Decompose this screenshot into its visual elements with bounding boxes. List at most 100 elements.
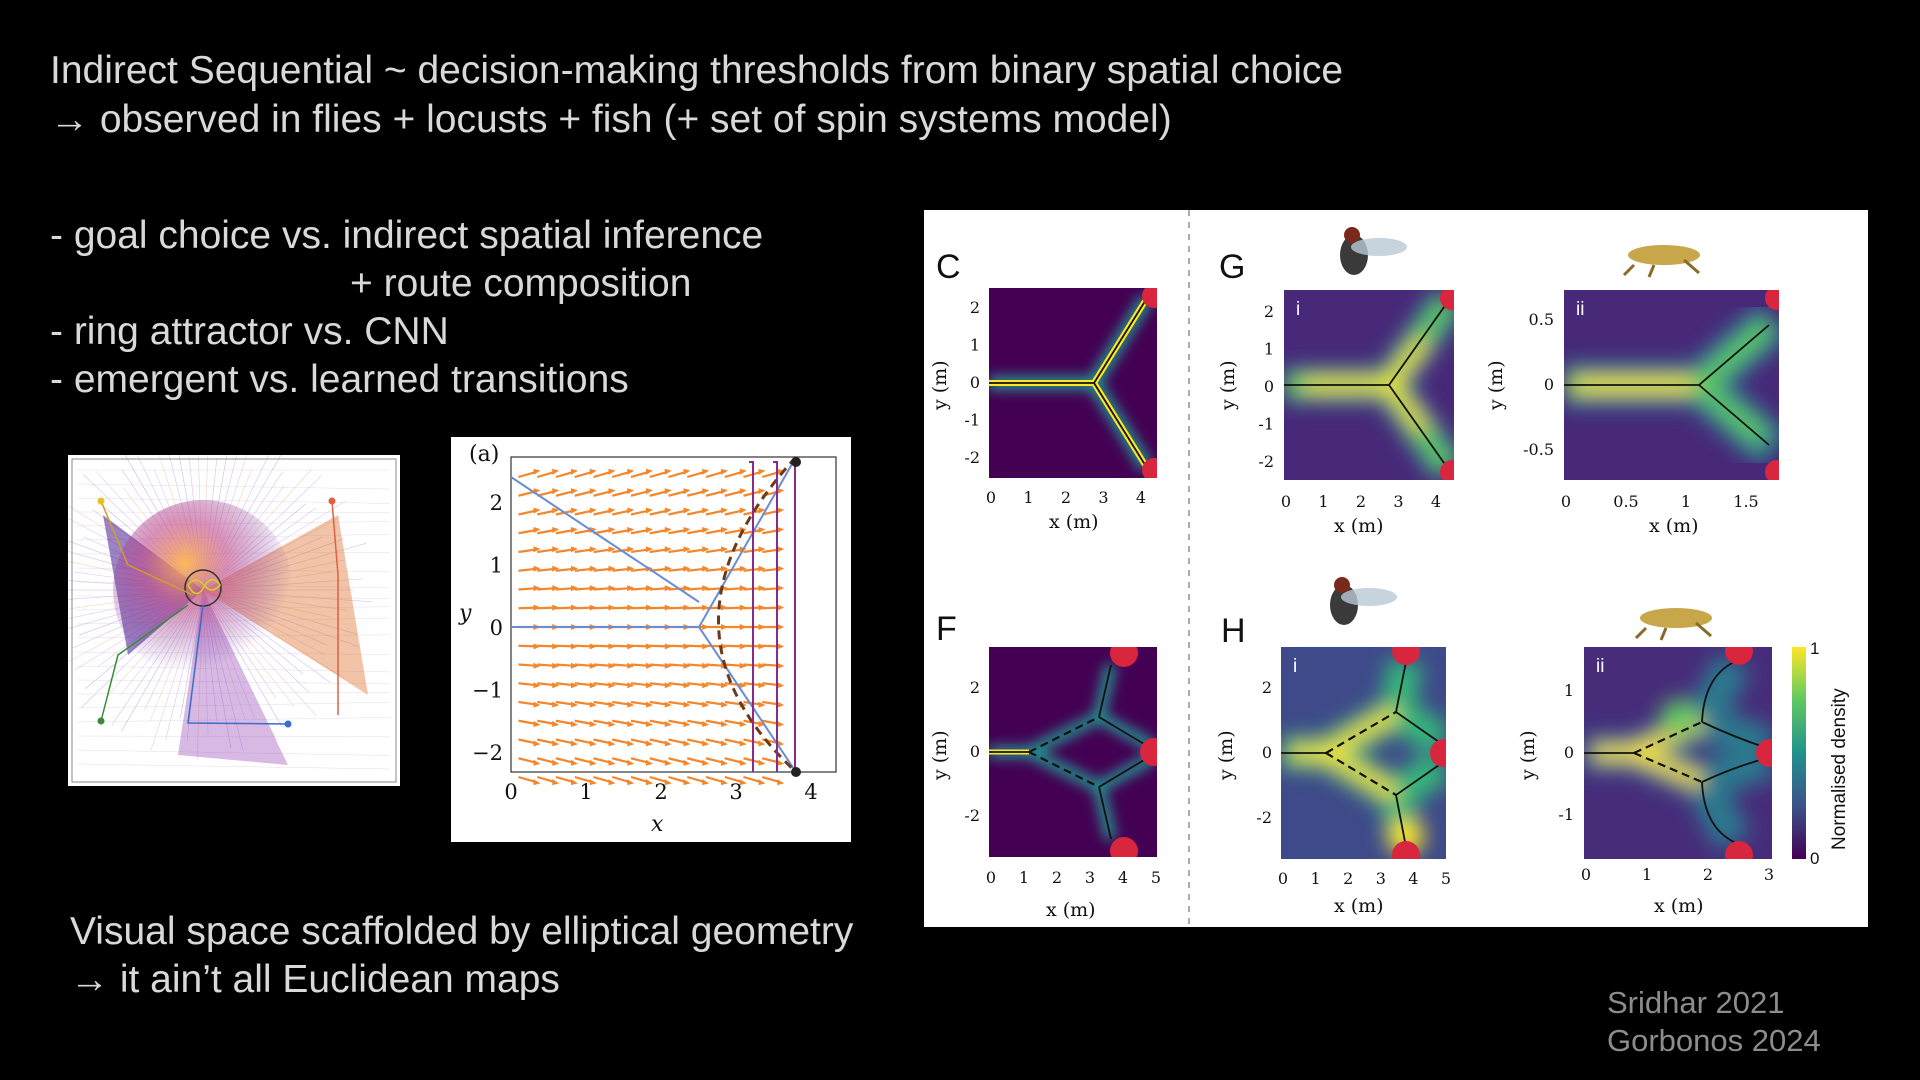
field-arrowhead — [552, 682, 560, 689]
heatmap-F — [989, 647, 1157, 857]
x-tick-label: 0 — [1281, 492, 1291, 511]
panel-Hi-ylabel: y (m) — [1215, 730, 1237, 781]
y-tick-label: 2 — [970, 678, 980, 697]
x-tick-label: 3 — [1764, 865, 1774, 884]
grid-line — [75, 483, 391, 490]
field-arrowhead — [683, 720, 691, 727]
colorbar-label: Normalised density — [1829, 688, 1850, 850]
panel-H: H — [1215, 577, 1850, 917]
field-arrowhead — [702, 488, 710, 495]
field-arrowhead — [758, 585, 766, 592]
x-tick-label: 3 — [1085, 868, 1095, 887]
field-arrowhead — [664, 701, 672, 708]
track-red — [331, 500, 339, 715]
x-tick-label: 0 — [1581, 865, 1591, 884]
x-tick-label: 5 — [1441, 869, 1451, 888]
field-arrowhead — [702, 604, 710, 611]
panel-Hii-sub: ii — [1596, 656, 1604, 677]
x-tick-label: 1 — [579, 780, 592, 804]
field-arrowhead — [721, 468, 728, 475]
y-tick-label: 1 — [1264, 340, 1274, 359]
field-arrowhead — [552, 759, 560, 766]
field-arrowhead — [664, 507, 672, 514]
panel-F-xlabel: x (m) — [1046, 899, 1096, 921]
track-yellow-start — [97, 497, 105, 505]
x-tick-label: 2 — [1703, 865, 1713, 884]
panel-label-C: C — [936, 248, 961, 286]
field-arrowhead — [533, 507, 541, 514]
vector-field-frame — [510, 456, 837, 773]
field-arrowhead — [721, 546, 728, 553]
field-arrowhead — [627, 701, 635, 708]
x-tick-label: 4 — [1431, 492, 1441, 511]
purple-zig-line — [749, 461, 754, 772]
field-arrowhead — [533, 759, 541, 766]
field-arrowhead — [702, 546, 710, 553]
x-tick-label: 0.5 — [1613, 492, 1638, 511]
jitter-path — [187, 578, 221, 595]
field-arrowhead — [589, 507, 597, 514]
field-arrowhead — [683, 507, 691, 514]
field-arrowhead — [627, 759, 635, 766]
x-tick-label: 4 — [1118, 868, 1128, 887]
field-arrowhead — [589, 565, 597, 572]
x-tick-label: 0 — [986, 868, 996, 887]
locust-icon-H — [1634, 608, 1712, 641]
x-tick-label: 3 — [1376, 869, 1386, 888]
bottom-statement: Visual space scaffolded by elliptical ge… — [70, 908, 853, 1004]
field-arrowhead — [608, 643, 616, 650]
heatmap-Hii: ii — [1584, 647, 1772, 859]
trajectory-figure — [35, 425, 400, 786]
y-tick-label: -2 — [1256, 808, 1272, 827]
ellipse-arc — [717, 455, 798, 774]
field-arrowhead — [589, 720, 597, 727]
field-arrowhead — [664, 720, 672, 727]
field-arrowhead — [721, 565, 728, 572]
field-arrowhead — [646, 740, 653, 747]
field-arrowhead — [721, 779, 728, 786]
field-arrowhead — [589, 759, 597, 766]
field-arrowhead — [777, 527, 785, 534]
field-arrowhead — [646, 779, 653, 786]
panel-C-xlabel: x (m) — [1049, 511, 1099, 533]
field-arrowhead — [739, 565, 747, 572]
field-arrowhead — [552, 585, 560, 592]
field-arrowhead — [608, 604, 616, 611]
field-arrowhead — [702, 624, 710, 630]
field-arrowhead — [608, 682, 616, 689]
panel-Gii-sub: ii — [1576, 299, 1584, 320]
y-tick-label: 0 — [490, 616, 503, 640]
field-arrowhead — [627, 682, 635, 689]
field-arrowhead — [777, 701, 785, 708]
blue-diagonal — [510, 476, 700, 603]
panel-C: C 0 1 2 3 4 2 1 0 -1 -2 x (m) y (m) — [929, 248, 1157, 533]
field-arrowhead — [552, 565, 560, 572]
field-arrowhead — [646, 468, 653, 475]
field-arrowhead — [683, 759, 691, 766]
x-tick-label: 1 — [1318, 492, 1328, 511]
field-arrowhead — [533, 565, 541, 572]
vector-field-svg: (a) 2 1 0 −1 −2 0 1 2 3 4 x y — [458, 442, 837, 837]
field-arrowhead — [608, 585, 616, 592]
field-arrowhead — [758, 468, 766, 475]
field-arrowhead — [646, 682, 653, 689]
target-bottom — [791, 767, 801, 777]
field-arrowhead — [758, 507, 766, 514]
field-arrowhead — [552, 507, 560, 514]
field-arrowhead — [608, 779, 616, 786]
field-arrowhead — [702, 759, 710, 766]
field-arrowhead — [664, 643, 672, 650]
panel-label-G: G — [1219, 248, 1245, 286]
field-arrowhead — [627, 604, 635, 611]
field-arrowhead — [552, 527, 560, 534]
field-arrowhead — [777, 643, 785, 650]
field-arrowhead — [702, 720, 710, 727]
panel-label-H: H — [1221, 612, 1246, 650]
field-arrowhead — [721, 682, 728, 689]
field-arrowhead — [664, 740, 672, 747]
field-arrowhead — [571, 759, 578, 766]
field-arrowhead — [552, 604, 560, 611]
x-tick-labels: 0 1 2 3 4 — [504, 780, 817, 804]
field-arrowhead — [739, 488, 747, 495]
panel-C-ylabel: y (m) — [929, 360, 951, 411]
